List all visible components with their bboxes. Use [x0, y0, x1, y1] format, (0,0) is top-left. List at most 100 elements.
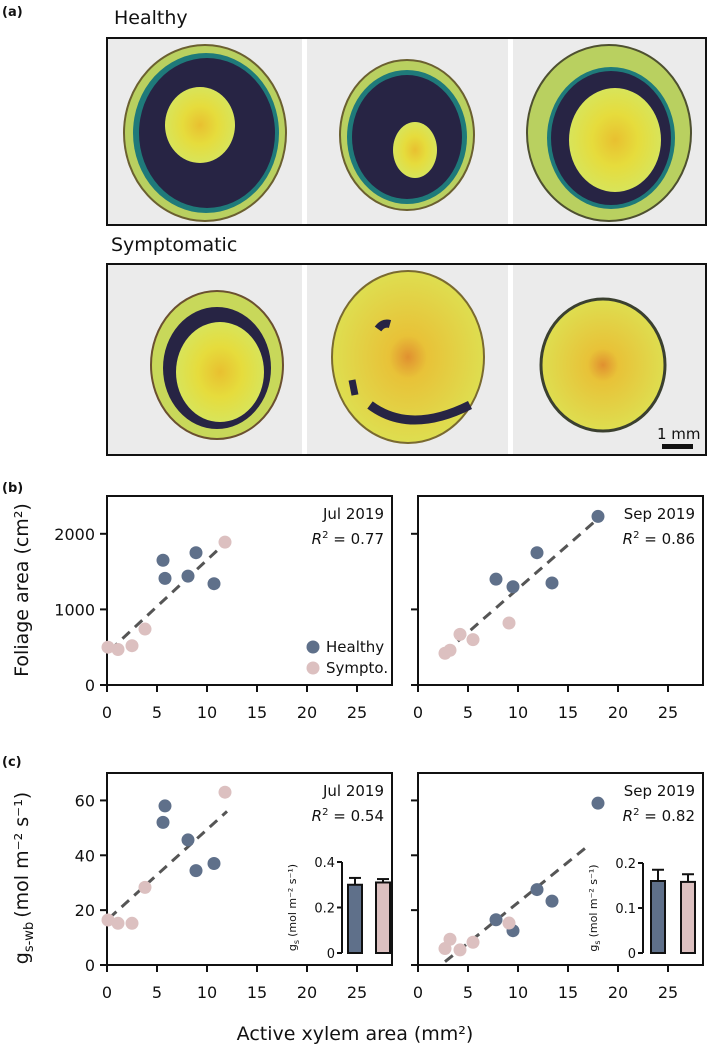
symptomatic-data-point — [453, 943, 467, 957]
healthy-stem-section-1 — [123, 44, 287, 222]
x-tick-label: 5 — [463, 703, 473, 722]
healthy-data-point — [156, 553, 170, 567]
symptomatic-data-point — [138, 622, 152, 636]
symptomatic-data-point — [502, 916, 516, 930]
healthy-data-point — [545, 576, 559, 590]
inset-bar-healthy — [650, 880, 666, 954]
x-tick-label: 25 — [658, 983, 678, 1002]
inset-y-label-main: g — [286, 944, 299, 951]
panel-label-b: (b) — [2, 481, 23, 496]
symptomatic-stem-section-2 — [331, 270, 485, 444]
healthy-data-point — [489, 572, 503, 586]
healthy-data-point — [181, 569, 195, 583]
x-tick-label: 0 — [413, 983, 423, 1002]
r-squared-symbol: R — [312, 807, 322, 825]
healthy-data-point — [506, 580, 520, 594]
x-tick-label: 20 — [608, 703, 628, 722]
plot-frame — [417, 772, 704, 966]
healthy-data-point — [207, 577, 221, 591]
legend-marker-sympto — [306, 661, 320, 675]
inset-y-label-sub: s — [593, 940, 602, 944]
healthy-stem-section-2 — [339, 59, 475, 211]
symptomatic-data-point — [111, 916, 125, 930]
x-tick-label: 5 — [463, 983, 473, 1002]
r-squared-label: R2 = 0.86 — [623, 530, 695, 548]
r-squared-superscript: 2 — [633, 807, 639, 818]
inset-y-label: gs (mol m⁻² s⁻¹) — [286, 864, 301, 951]
x-tick-label: 10 — [508, 703, 528, 722]
regression-line — [444, 517, 599, 654]
healthy-data-point — [591, 509, 605, 523]
r-squared-value: = 0.77 — [328, 530, 384, 548]
scale-bar-label: 1 mm — [657, 425, 701, 443]
inset-bar-sympto — [375, 881, 391, 954]
x-tick-label: 15 — [558, 983, 578, 1002]
gs-wb-y-label: gs-wb (mol m⁻² s⁻¹) — [11, 792, 37, 964]
x-tick-label: 5 — [152, 983, 162, 1002]
period-label: Sep 2019 — [624, 782, 695, 800]
inset-y-tick-label: 0.2 — [615, 857, 636, 872]
inset-y-label: gs (mol m⁻² s⁻¹) — [587, 864, 602, 951]
r-squared-superscript: 2 — [322, 530, 328, 541]
inset-bar-sympto — [680, 880, 696, 955]
regression-line — [107, 810, 229, 920]
x-tick-label: 25 — [347, 983, 367, 1002]
r-squared-value: = 0.54 — [328, 807, 384, 825]
inset-y-tick-label: 0.4 — [314, 856, 335, 871]
r-squared-superscript: 2 — [322, 807, 328, 818]
symptomatic-data-point — [111, 642, 125, 656]
y-tick-label: 2000 — [54, 525, 95, 544]
healthy-data-point — [530, 883, 544, 897]
panel-label-c: (c) — [2, 755, 22, 770]
r-squared-value: = 0.86 — [639, 530, 695, 548]
plot-frame — [417, 495, 704, 686]
regression-line — [108, 540, 229, 652]
period-label: Sep 2019 — [624, 505, 695, 523]
x-tick-label: 15 — [558, 703, 578, 722]
x-tick-label: 5 — [152, 703, 162, 722]
x-tick-label: 0 — [413, 703, 423, 722]
symptomatic-data-point — [502, 616, 516, 630]
y-tick-label: 40 — [75, 846, 95, 865]
legend-marker-healthy — [306, 640, 320, 654]
r-squared-superscript: 2 — [633, 530, 639, 541]
plot-frame — [106, 772, 393, 966]
inset-y-tick-label: 0 — [628, 947, 636, 962]
healthy-data-point — [158, 799, 172, 813]
healthy-data-point — [181, 833, 195, 847]
r-squared-value: = 0.82 — [639, 807, 695, 825]
x-tick-label: 20 — [297, 703, 317, 722]
inset-y-label-sub: s — [292, 940, 301, 944]
x-tick-label: 20 — [608, 983, 628, 1002]
inset-y-tick-label: 0.2 — [314, 902, 335, 917]
x-tick-label: 10 — [197, 983, 217, 1002]
symptomatic-data-point — [453, 627, 467, 641]
healthy-data-point — [545, 894, 559, 908]
healthy-stem-section-3 — [526, 44, 692, 222]
x-tick-label: 15 — [247, 703, 267, 722]
x-tick-label: 10 — [508, 983, 528, 1002]
x-tick-label: 15 — [247, 983, 267, 1002]
inset-y-label-units: (mol m⁻² s⁻¹) — [587, 864, 600, 937]
foliage-area-y-label: Foliage area (cm²) — [11, 503, 33, 677]
y-tick-label: 0 — [85, 956, 95, 975]
symptomatic-stem-section-3 — [539, 297, 667, 433]
symptomatic-data-point — [101, 640, 115, 654]
symptomatic-photo-strip: 1 mm — [106, 263, 707, 456]
scatter-plot-c-sep: 0 5 10 15 20 25 Sep 2019 R2 = 0.82 0 0.1 0.2 gs (mol… — [411, 772, 704, 1002]
healthy-data-point — [156, 815, 170, 829]
inset-y-label-main: g — [587, 945, 600, 952]
r-squared-symbol: R — [312, 530, 322, 548]
healthy-data-point — [530, 546, 544, 560]
legend-label: Healthy — [326, 638, 384, 656]
symptomatic-data-point — [466, 935, 480, 949]
panel-label-a: (a) — [2, 5, 23, 20]
inset-bar-healthy — [347, 883, 363, 954]
inset-y-tick-label: 0.1 — [615, 902, 636, 917]
r-squared-label: R2 = 0.77 — [312, 530, 384, 548]
symptomatic-data-point — [125, 639, 139, 653]
